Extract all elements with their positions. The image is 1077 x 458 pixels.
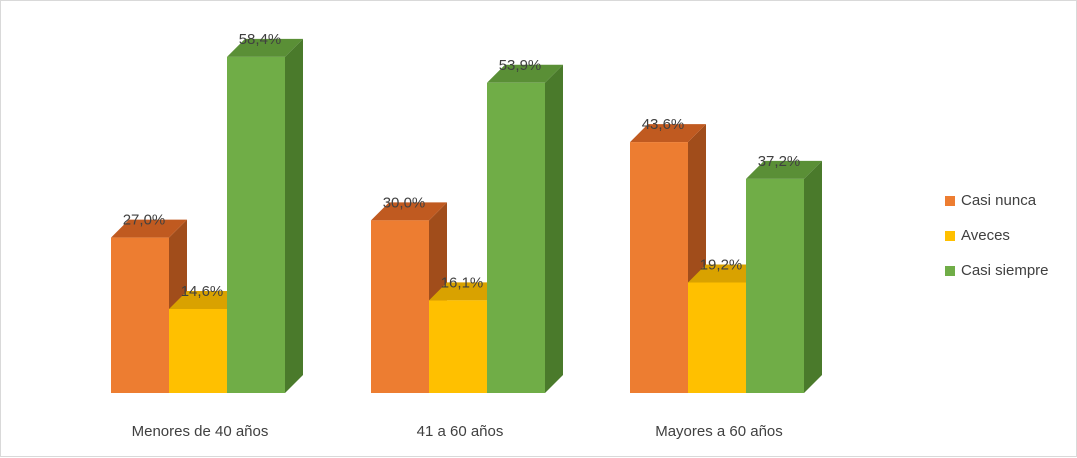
bar [429,300,487,393]
legend-item: Casi nunca [945,183,1049,218]
bar-top [227,38,303,57]
legend-label: Casi siempre [961,262,1049,279]
legend-label: Aveces [961,227,1010,244]
bar [169,308,227,393]
bar-side [804,160,822,393]
bar-side [285,38,303,394]
data-label: 58,4% [239,31,282,48]
legend-item: Aveces [945,218,1049,253]
data-label: 16,1% [441,274,484,291]
bar-top [169,290,245,309]
bar [630,142,688,393]
data-label: 19,2% [700,257,743,274]
bar-top [371,202,447,221]
category-label: Menores de 40 años [132,423,269,440]
legend-item: Casi siempre [945,253,1049,288]
bar [688,282,746,393]
bar-top [111,219,187,238]
data-label: 30,0% [383,194,426,211]
bar-group: 27,0% 14,6% 58,4% [111,31,303,394]
bar-top [688,264,764,283]
bar [487,82,545,394]
bar-top [487,64,563,83]
data-label: 53,9% [499,57,542,74]
legend-swatch [945,230,955,241]
bar [371,220,429,393]
legend-swatch [945,265,955,276]
chart-legend: Casi nunca Aveces Casi siempre [945,183,1049,288]
bar-top [630,124,706,143]
bar-top [746,160,822,179]
data-label: 27,0% [123,212,166,229]
bar [111,237,169,393]
bar-top [429,282,505,301]
bar-group: 30,0% 16,1% 53,9% [371,57,563,394]
category-label: Mayores a 60 años [655,423,783,440]
legend-swatch [945,195,955,206]
bar [227,56,285,394]
data-label: 14,6% [181,283,224,300]
category-label: 41 a 60 años [417,423,504,440]
data-label: 43,6% [642,116,685,133]
bar [746,178,804,393]
legend-label: Casi nunca [961,192,1037,209]
bar-side [545,64,563,394]
bar-group: 43,6% 19,2% 37,2% [630,116,822,393]
data-label: 37,2% [758,153,801,170]
